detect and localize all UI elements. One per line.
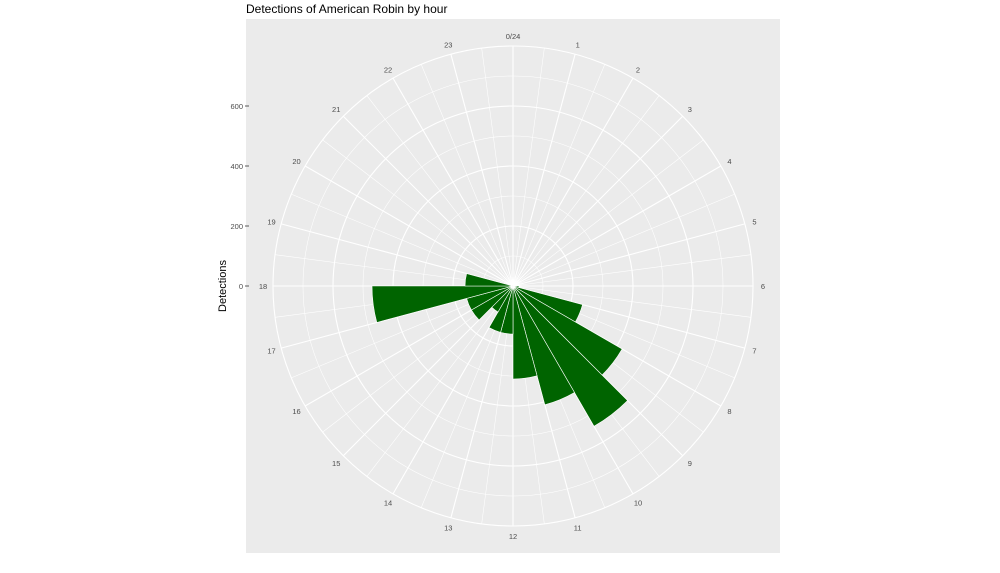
bar-hour-10 <box>512 285 575 406</box>
angle-label: 23 <box>444 41 452 50</box>
circular-gridline-major <box>272 45 754 527</box>
circular-gridline-major <box>332 105 694 467</box>
angle-label: 6 <box>761 282 765 291</box>
bar-hour-13 <box>488 285 514 333</box>
angle-label: 19 <box>267 217 275 226</box>
angle-label: 8 <box>727 407 731 416</box>
angle-label: 7 <box>752 347 756 356</box>
angle-label: 9 <box>688 459 692 468</box>
angle-label: 12 <box>509 532 517 541</box>
bar-hour-18 <box>464 273 514 287</box>
bar-hour-11 <box>512 285 538 380</box>
circular-gridline-minor <box>362 135 664 437</box>
y-tick-label: 200 <box>230 222 243 231</box>
angle-label: 5 <box>752 217 756 226</box>
bars-group <box>371 273 628 427</box>
angle-label: 16 <box>292 407 300 416</box>
y-tick-label: 600 <box>230 102 243 111</box>
bar-hour-9 <box>512 285 628 427</box>
y-tick-label: 400 <box>230 162 243 171</box>
y-axis: 0 200 400 600 <box>230 102 249 291</box>
angle-label: 22 <box>384 65 392 74</box>
angle-label: 13 <box>444 523 452 532</box>
angle-labels-group: 0/24123456789101112131415161718192021222… <box>259 32 765 541</box>
angle-label: 11 <box>574 523 582 532</box>
angle-label: 2 <box>636 65 640 74</box>
angle-label: 1 <box>576 41 580 50</box>
angle-label: 15 <box>332 459 340 468</box>
angle-label: 10 <box>634 499 642 508</box>
angle-label: 18 <box>259 282 267 291</box>
angle-label: 17 <box>267 347 275 356</box>
circular-gridline-minor <box>302 75 724 497</box>
angle-label: 3 <box>688 105 692 114</box>
angle-label: 21 <box>332 105 340 114</box>
chart-title: Detections of American Robin by hour <box>246 2 448 16</box>
angle-label: 0/24 <box>506 32 521 41</box>
angle-label: 14 <box>384 499 392 508</box>
angle-label: 20 <box>292 157 300 166</box>
angle-label: 4 <box>727 157 731 166</box>
bar-hour-17 <box>371 285 514 323</box>
y-tick-label: 0 <box>239 282 243 291</box>
